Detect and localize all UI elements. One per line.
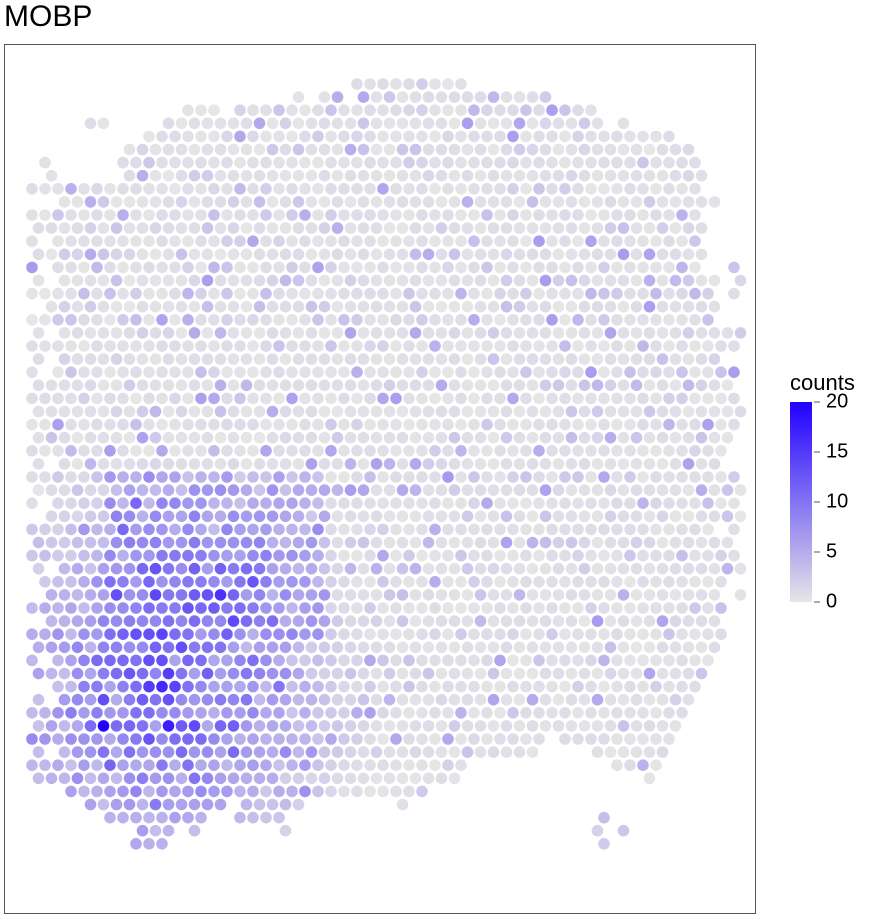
legend-gradient-bar bbox=[790, 402, 812, 602]
legend-tick: 20 bbox=[814, 391, 848, 414]
legend-tick: 0 bbox=[814, 591, 837, 614]
legend-tick: 10 bbox=[814, 491, 848, 514]
legend-tick: 15 bbox=[814, 441, 848, 464]
spatial-scatter-plot bbox=[4, 44, 756, 914]
color-legend: counts 05101520 bbox=[790, 370, 890, 602]
chart-title: MOBP bbox=[4, 0, 92, 34]
legend-tick: 5 bbox=[814, 541, 837, 564]
